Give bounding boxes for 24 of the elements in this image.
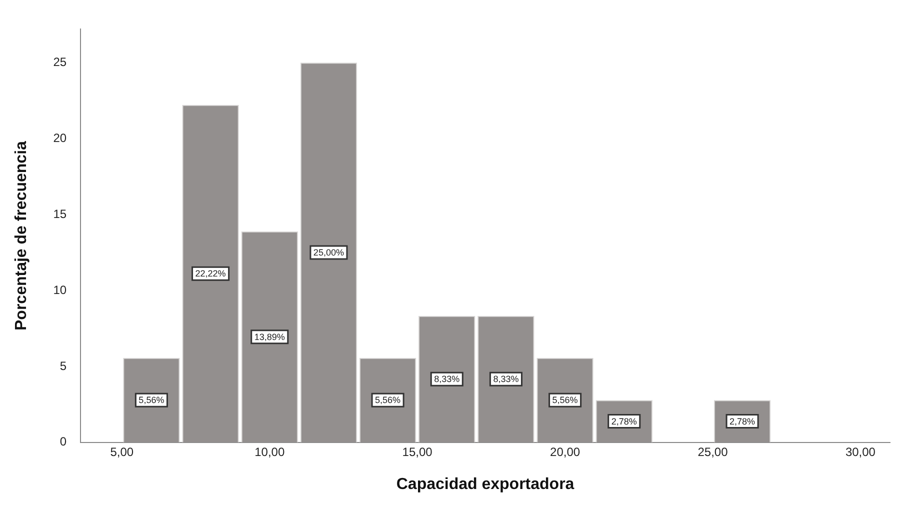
x-tick-label: 25,00 xyxy=(698,444,728,459)
x-axis-title: Capacidad exportadora xyxy=(396,476,574,493)
x-tick-label: 10,00 xyxy=(254,444,285,459)
x-tick-label: 15,00 xyxy=(402,444,433,459)
data-label: 2,78% xyxy=(730,416,756,426)
x-tick-label: 5,00 xyxy=(110,444,134,459)
data-label: 2,78% xyxy=(611,416,637,426)
data-label: 25,00% xyxy=(313,247,344,258)
y-tick-label: 10 xyxy=(53,282,67,297)
y-tick-label: 0 xyxy=(60,434,67,449)
data-label: 5,56% xyxy=(375,395,401,406)
y-tick-label: 15 xyxy=(53,206,67,221)
data-label: 5,56% xyxy=(552,395,578,406)
y-tick-label: 5 xyxy=(60,358,67,373)
data-label: 8,33% xyxy=(493,374,519,384)
y-axis-title: Porcentaje de frecuencia xyxy=(13,140,30,331)
data-label: 8,33% xyxy=(434,374,460,384)
x-tick-label: 20,00 xyxy=(550,444,580,459)
y-tick-label: 25 xyxy=(53,54,67,69)
data-label: 13,89% xyxy=(254,332,285,342)
data-label: 5,56% xyxy=(138,395,164,406)
data-label: 22,22% xyxy=(195,268,226,279)
x-tick-label: 30,00 xyxy=(845,444,876,459)
y-tick-label: 20 xyxy=(53,130,67,145)
